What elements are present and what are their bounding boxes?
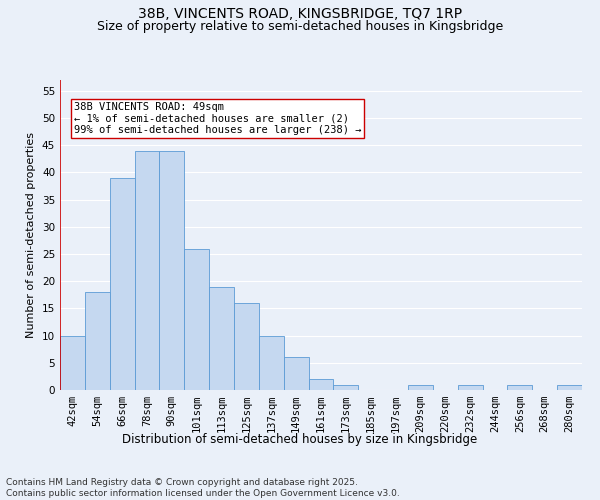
Text: 38B, VINCENTS ROAD, KINGSBRIDGE, TQ7 1RP: 38B, VINCENTS ROAD, KINGSBRIDGE, TQ7 1RP bbox=[138, 8, 462, 22]
Text: 38B VINCENTS ROAD: 49sqm
← 1% of semi-detached houses are smaller (2)
99% of sem: 38B VINCENTS ROAD: 49sqm ← 1% of semi-de… bbox=[74, 102, 361, 135]
Bar bbox=[160, 150, 184, 390]
Bar bbox=[85, 292, 110, 390]
Bar bbox=[408, 384, 433, 390]
Bar bbox=[259, 336, 284, 390]
Bar bbox=[234, 303, 259, 390]
Bar bbox=[308, 379, 334, 390]
Bar bbox=[284, 358, 308, 390]
Bar bbox=[60, 336, 85, 390]
Bar bbox=[184, 248, 209, 390]
Bar bbox=[134, 150, 160, 390]
Bar bbox=[110, 178, 134, 390]
Bar bbox=[557, 384, 582, 390]
Text: Size of property relative to semi-detached houses in Kingsbridge: Size of property relative to semi-detach… bbox=[97, 20, 503, 33]
Y-axis label: Number of semi-detached properties: Number of semi-detached properties bbox=[26, 132, 37, 338]
Bar bbox=[334, 384, 358, 390]
Text: Distribution of semi-detached houses by size in Kingsbridge: Distribution of semi-detached houses by … bbox=[122, 432, 478, 446]
Text: Contains HM Land Registry data © Crown copyright and database right 2025.
Contai: Contains HM Land Registry data © Crown c… bbox=[6, 478, 400, 498]
Bar bbox=[458, 384, 482, 390]
Bar bbox=[209, 286, 234, 390]
Bar bbox=[508, 384, 532, 390]
